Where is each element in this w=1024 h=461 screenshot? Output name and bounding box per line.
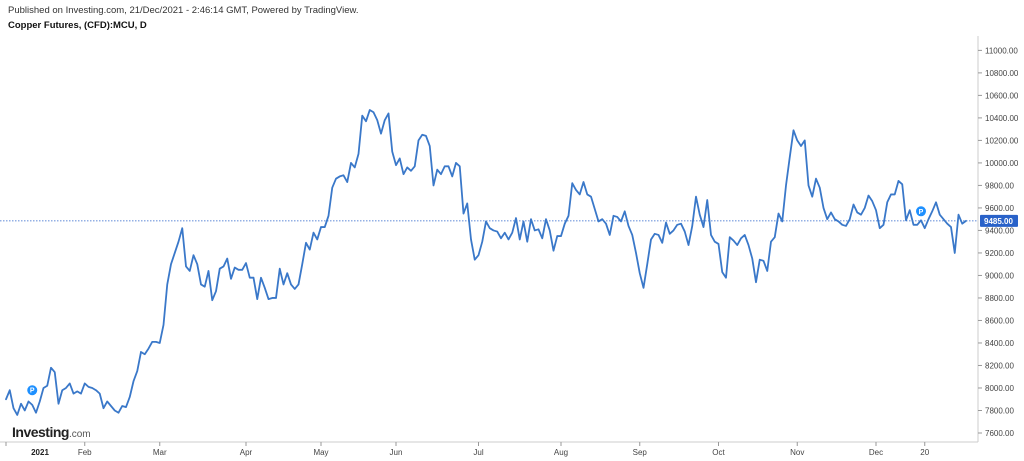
price-series-line xyxy=(5,109,967,416)
last-price-value: 9485.00 xyxy=(984,217,1013,226)
x-tick-label: Feb xyxy=(78,448,92,457)
y-tick-label: 10200.00 xyxy=(985,136,1019,145)
x-tick-label: 20 xyxy=(920,448,929,457)
x-tick-label: Dec xyxy=(869,448,883,457)
x-tick-label: Nov xyxy=(790,448,804,457)
marker-layer: PP xyxy=(27,206,926,396)
y-tick-label: 8800.00 xyxy=(985,294,1014,303)
marker-label: P xyxy=(919,209,924,216)
y-tick-label: 8000.00 xyxy=(985,384,1014,393)
time-axis: 2021 Feb Mar Apr May Jun Jul Aug Sep Oct Nov Dec 20 xyxy=(5,442,930,457)
x-tick-label: 2021 xyxy=(31,448,49,457)
y-tick-label: 9800.00 xyxy=(985,181,1014,190)
y-tick-label: 10000.00 xyxy=(985,159,1019,168)
logo-suffix: .com xyxy=(68,429,91,440)
y-tick-label: 7600.00 xyxy=(985,429,1014,438)
last-price-badge: 9485.00 xyxy=(980,214,1018,227)
x-tick-label: Aug xyxy=(554,448,568,457)
y-tick-label: 11000.00 xyxy=(985,46,1018,55)
x-tick-label: Jun xyxy=(390,448,403,457)
y-tick-label: 10400.00 xyxy=(985,114,1019,123)
logo-brand: Investing xyxy=(12,424,69,440)
x-tick-label: Oct xyxy=(712,448,725,457)
y-tick-label: 9400.00 xyxy=(985,226,1014,235)
y-tick-label: 8400.00 xyxy=(985,339,1014,348)
published-caption: Published on Investing.com, 21/Dec/2021 … xyxy=(8,5,359,16)
last-price-badge-bg xyxy=(980,214,1018,227)
grid-layer xyxy=(0,36,979,443)
y-tick-label: 10800.00 xyxy=(985,69,1019,78)
marker-dot[interactable] xyxy=(27,385,38,396)
marker-dot[interactable] xyxy=(916,206,926,217)
chart-title: Copper Futures, (CFD):MCU, D xyxy=(8,20,147,31)
y-tick-label: 9000.00 xyxy=(985,271,1014,280)
x-tick-label: May xyxy=(313,448,328,457)
y-tick-label: 9600.00 xyxy=(985,204,1014,213)
y-tick-label: 8600.00 xyxy=(985,316,1014,325)
x-tick-label: Apr xyxy=(240,448,253,457)
x-tick-label: Sep xyxy=(633,448,648,457)
x-tick-label: Jul xyxy=(473,448,483,457)
y-tick-label: 8200.00 xyxy=(985,361,1014,370)
investing-logo[interactable]: Investing.com xyxy=(12,424,91,440)
y-tick-label: 10600.00 xyxy=(985,91,1019,100)
x-tick-label: Mar xyxy=(153,448,167,457)
y-tick-label: 7800.00 xyxy=(985,406,1014,415)
y-tick-label: 9200.00 xyxy=(985,249,1014,258)
price-axis: 11000.00 10800.00 10600.00 10400.00 10200.00… xyxy=(978,46,1019,438)
marker-label: P xyxy=(30,388,35,395)
